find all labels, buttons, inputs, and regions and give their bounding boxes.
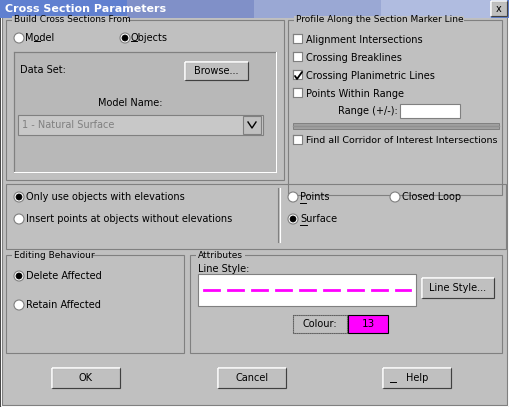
Text: Browse...: Browse... — [194, 66, 239, 76]
Bar — [6, 184, 506, 249]
Text: Points Within Range: Points Within Range — [306, 89, 404, 99]
Circle shape — [288, 214, 298, 224]
Bar — [14, 52, 276, 172]
Text: Model: Model — [25, 33, 54, 43]
Circle shape — [14, 214, 24, 224]
Circle shape — [122, 35, 128, 41]
Text: Objects: Objects — [131, 33, 168, 43]
Circle shape — [16, 194, 22, 200]
Text: Crossing Planimetric Lines: Crossing Planimetric Lines — [306, 71, 435, 81]
Circle shape — [290, 216, 296, 222]
Text: Range (+/-):: Range (+/-): — [338, 106, 398, 116]
Bar — [293, 123, 499, 129]
Text: Line Style...: Line Style... — [430, 283, 487, 293]
Text: Attributes: Attributes — [198, 250, 243, 260]
Text: Model Name:: Model Name: — [98, 98, 162, 108]
Bar — [52, 368, 120, 388]
Text: Closed Loop: Closed Loop — [402, 192, 461, 202]
Text: Only use objects with elevations: Only use objects with elevations — [26, 192, 185, 202]
Bar — [293, 135, 302, 144]
Bar — [0, 0, 127, 18]
Circle shape — [14, 300, 24, 310]
Circle shape — [390, 192, 400, 202]
Bar — [294, 16, 465, 24]
Text: Alignment Intersections: Alignment Intersections — [306, 35, 422, 45]
Text: Colour:: Colour: — [303, 319, 337, 329]
Circle shape — [288, 192, 298, 202]
Bar — [348, 315, 388, 333]
Bar — [491, 1, 507, 16]
Text: Data Set:: Data Set: — [20, 65, 66, 75]
Bar — [12, 251, 93, 259]
Text: Cross Section Parameters: Cross Section Parameters — [5, 4, 166, 14]
Text: Line Style:: Line Style: — [198, 264, 249, 274]
Bar — [491, 0, 509, 18]
Bar — [218, 368, 286, 388]
Bar — [18, 115, 263, 135]
Text: OK: OK — [79, 373, 93, 383]
Bar — [243, 116, 261, 134]
Text: Points: Points — [300, 192, 329, 202]
Text: Crossing Breaklines: Crossing Breaklines — [306, 53, 402, 63]
Text: Help: Help — [406, 373, 428, 383]
Text: Cancel: Cancel — [236, 373, 269, 383]
Bar — [6, 20, 284, 180]
Text: Surface: Surface — [300, 214, 337, 224]
Bar — [185, 62, 248, 80]
Text: Insert points at objects without elevations: Insert points at objects without elevati… — [26, 214, 232, 224]
Bar — [6, 255, 184, 353]
Bar — [293, 88, 302, 97]
Bar — [198, 274, 416, 306]
Text: Delete Affected: Delete Affected — [26, 271, 102, 281]
Circle shape — [14, 271, 24, 281]
Circle shape — [120, 33, 130, 43]
Text: Profile Along the Section Marker Line: Profile Along the Section Marker Line — [296, 15, 464, 24]
Circle shape — [14, 33, 24, 43]
Bar — [293, 315, 347, 333]
Bar — [12, 16, 128, 24]
Bar — [190, 255, 502, 353]
Bar — [293, 52, 302, 61]
Circle shape — [16, 273, 22, 279]
Bar — [383, 368, 451, 388]
Bar — [127, 0, 254, 18]
Bar — [400, 104, 460, 118]
Text: Retain Affected: Retain Affected — [26, 300, 101, 310]
Text: Find all Corridor of Interest Intersections: Find all Corridor of Interest Intersecti… — [306, 136, 497, 145]
Text: x: x — [496, 4, 502, 13]
Text: Editing Behaviour: Editing Behaviour — [14, 250, 95, 260]
Text: Build Cross Sections From: Build Cross Sections From — [14, 15, 131, 24]
Text: 13: 13 — [361, 319, 375, 329]
Bar — [422, 278, 494, 298]
Text: 1 - Natural Surface: 1 - Natural Surface — [22, 120, 115, 130]
Bar — [288, 20, 502, 195]
Bar — [196, 251, 245, 259]
Bar — [293, 34, 302, 43]
Bar — [381, 0, 491, 18]
Bar — [254, 0, 381, 18]
Bar — [293, 70, 302, 79]
Circle shape — [14, 192, 24, 202]
